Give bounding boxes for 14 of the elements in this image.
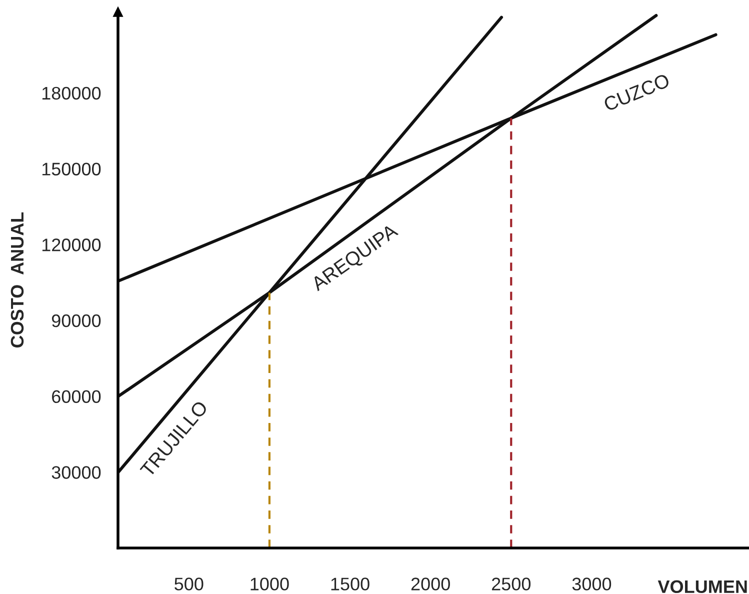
x-tick-label: 2500	[492, 578, 531, 590]
x-tick-label: 1500	[331, 578, 370, 590]
y-tick-label: 60000	[52, 390, 101, 404]
y-tick-label: 180000	[42, 86, 101, 100]
y-tick-label: 90000	[52, 314, 101, 328]
y-tick-label: 120000	[42, 238, 101, 252]
x-tick-label: 1000	[250, 578, 289, 590]
y-axis-title: COSTO ANUAL	[10, 212, 24, 348]
y-tick-label: 150000	[42, 162, 101, 176]
x-tick-label: 500	[174, 578, 204, 590]
x-tick-label: 3000	[572, 578, 612, 590]
y-tick-label: 30000	[52, 466, 101, 479]
x-axis-title: VOLUMEN	[658, 580, 747, 594]
x-tick-label: 2000	[411, 578, 450, 590]
